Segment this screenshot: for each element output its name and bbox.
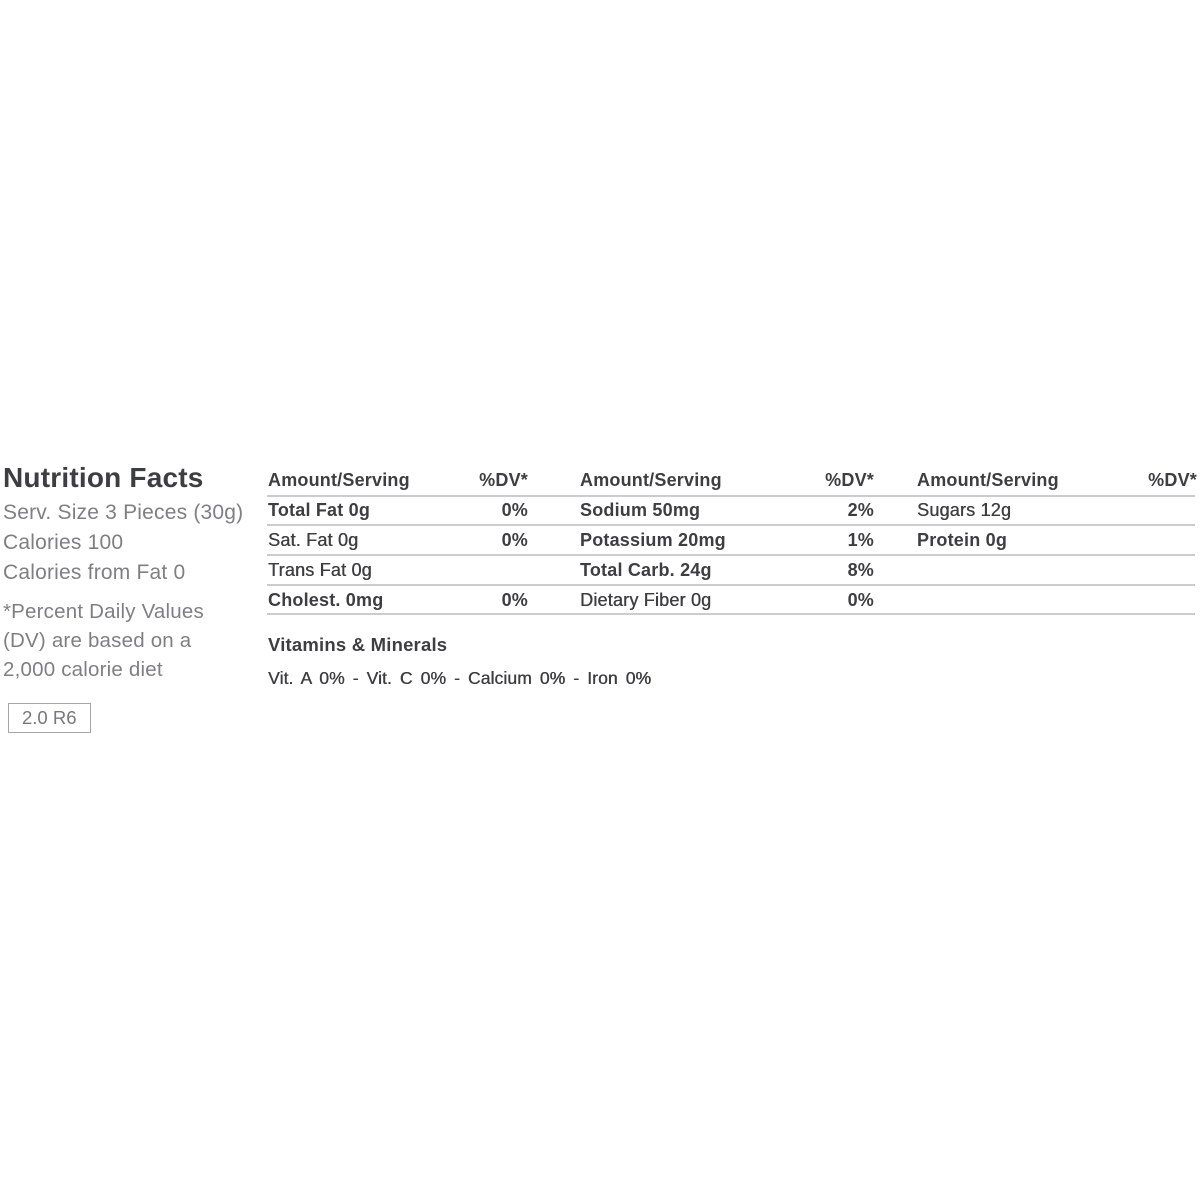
nutrient-label: Total Carb. 24g (580, 560, 712, 580)
nutrient-row: Sugars 12g (917, 496, 1197, 525)
nutrient-row: Potassium 20mg 1% (580, 526, 874, 555)
nutrient-label: Dietary Fiber 0g (580, 590, 712, 610)
nutrient-row: Trans Fat 0g (268, 556, 528, 585)
calories-text: Calories 100 (3, 531, 124, 554)
row-divider (267, 495, 1195, 497)
nutrient-row: Sat. Fat 0g 0% (268, 526, 528, 555)
footnote-line: *Percent Daily Values (3, 600, 204, 623)
calories-from-fat-text: Calories from Fat 0 (3, 561, 186, 584)
amount-serving-header: Amount/Serving (917, 470, 1059, 490)
version-tag-box: 2.0 R6 (8, 703, 91, 733)
vitamins-minerals-section: Vitamins & Minerals Vit. A 0% - Vit. C 0… (268, 634, 651, 689)
column-header-row: Amount/Serving %DV* (580, 466, 874, 495)
serving-size-text: Serv. Size 3 Pieces (30g) (3, 501, 244, 524)
nutrient-dv: 0% (847, 590, 874, 610)
nutrient-label: Trans Fat 0g (268, 560, 372, 580)
nutrient-dv: 2% (847, 500, 874, 520)
nutrient-dv: 0% (501, 590, 528, 610)
nutrient-row: Sodium 50mg 2% (580, 496, 874, 525)
nutrient-row: Dietary Fiber 0g 0% (580, 586, 874, 615)
nutrient-dv: 1% (847, 530, 874, 550)
nutrition-facts-title: Nutrition Facts (3, 462, 204, 493)
nutrient-column-group-2: Amount/Serving %DV* Sodium 50mg 2% Potas… (580, 0, 874, 610)
vitamins-minerals-title: Vitamins & Minerals (268, 634, 448, 655)
nutrient-row: Total Fat 0g 0% (268, 496, 528, 525)
footnote-line: 2,000 calorie diet (3, 658, 163, 681)
serving-info: Serv. Size 3 Pieces (30g) Calories 100 C… (3, 498, 243, 588)
dv-header: %DV* (1148, 470, 1197, 490)
footnote-line: (DV) are based on a (3, 629, 192, 652)
amount-serving-header: Amount/Serving (580, 470, 722, 490)
dv-header: %DV* (479, 470, 528, 490)
nutrient-row: Total Carb. 24g 8% (580, 556, 874, 585)
nutrient-column-group-1: Amount/Serving %DV* Total Fat 0g 0% Sat.… (268, 0, 528, 610)
row-divider (267, 613, 1195, 615)
nutrient-label: Sodium 50mg (580, 500, 701, 520)
nutrient-row: Cholest. 0mg 0% (268, 586, 528, 615)
amount-serving-header: Amount/Serving (268, 470, 410, 490)
nutrient-label: Cholest. 0mg (268, 590, 384, 610)
nutrient-label: Sat. Fat 0g (268, 530, 359, 550)
column-header-row: Amount/Serving %DV* (268, 466, 528, 495)
dv-header: %DV* (825, 470, 874, 490)
vitamins-minerals-values: Vit. A 0% - Vit. C 0% - Calcium 0% - Iro… (268, 668, 652, 688)
nutrient-dv: 0% (501, 500, 528, 520)
nutrient-row: Protein 0g (917, 526, 1197, 555)
daily-values-footnote: *Percent Daily Values (DV) are based on … (3, 597, 204, 684)
nutrient-label: Potassium 20mg (580, 530, 726, 550)
nutrient-label: Total Fat 0g (268, 500, 371, 520)
row-divider (267, 524, 1195, 526)
column-header-row: Amount/Serving %DV* (917, 466, 1197, 495)
nutrient-label: Protein 0g (917, 530, 1008, 550)
nutrient-dv: 8% (847, 560, 874, 580)
nutrient-column-group-3: Amount/Serving %DV* Sugars 12g Protein 0… (917, 0, 1197, 550)
row-divider (267, 554, 1195, 556)
version-tag-text: 2.0 R6 (22, 707, 77, 728)
label-summary-panel: Nutrition Facts Serv. Size 3 Pieces (30g… (3, 462, 265, 733)
nutrient-label: Sugars 12g (917, 500, 1012, 520)
nutrient-dv: 0% (501, 530, 528, 550)
row-divider (267, 584, 1195, 586)
